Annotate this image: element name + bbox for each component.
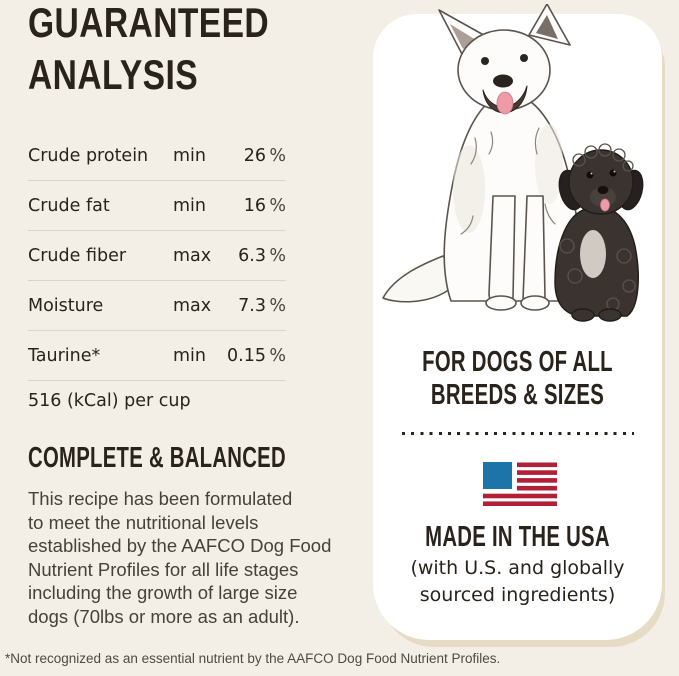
description-paragraph: This recipe has been formulated to meet …: [28, 487, 331, 629]
info-card: FOR DOGS OF ALL BREEDS & SIZES MADE IN T…: [373, 4, 662, 640]
table-row: Moisture max 7.3 %: [28, 281, 286, 331]
usa-flag-icon: [483, 462, 557, 506]
calories-note: 516 (kCal) per cup: [28, 391, 191, 411]
table-row: Crude fat min 16 %: [28, 181, 286, 231]
complete-balanced-title: COMPLETE & BALANCED: [28, 442, 286, 474]
nutrient-qualifier: min: [173, 195, 207, 216]
table-row: Taurine* min 0.15 %: [28, 331, 286, 381]
big-white-dog: [382, 4, 580, 311]
paragraph-line: including the growth of large size: [28, 582, 298, 604]
nutrient-qualifier: max: [173, 295, 212, 316]
nutrient-qualifier: min: [173, 345, 207, 366]
nutrient-qualifier: min: [173, 145, 207, 166]
nutrient-unit: %: [269, 295, 286, 316]
nutrient-unit: %: [269, 145, 286, 166]
made-in-usa-title: MADE IN THE USA: [425, 521, 610, 553]
nutrient-name: Taurine*: [28, 345, 101, 366]
nutrient-name: Crude fiber: [28, 245, 127, 266]
footnote: *Not recognized as an essential nutrient…: [5, 651, 501, 666]
nutrient-unit: %: [269, 245, 286, 266]
sourcing-note: (with U.S. and globally sourced ingredie…: [373, 555, 662, 609]
nutrient-value: 7.3: [238, 295, 266, 316]
nutrient-name: Moisture: [28, 295, 104, 316]
paragraph-line: Nutrient Profiles for all life stages: [28, 558, 299, 580]
sourcing-line: (with U.S. and globally: [410, 557, 625, 579]
dotted-divider: [401, 432, 634, 435]
nutrient-unit: %: [269, 345, 286, 366]
title-line: GUARANTEED: [28, 0, 270, 46]
nutrient-name: Crude protein: [28, 145, 149, 166]
small-black-dog: [554, 143, 644, 322]
table-row: Crude protein min 26 %: [28, 131, 286, 181]
card-headline: FOR DOGS OF ALL BREEDS & SIZES: [416, 346, 618, 412]
headline-line: FOR DOGS OF ALL: [422, 346, 613, 378]
dogs-illustration: [382, 4, 644, 322]
left-panel: GUARANTEED ANALYSIS Crude protein min 26…: [28, 0, 331, 629]
nutrient-value: 16: [243, 195, 266, 216]
paragraph-line: dogs (70lbs or more as an adult).: [28, 605, 300, 627]
paragraph-line: This recipe has been formulated: [28, 488, 293, 509]
table-row: Crude fiber max 6.3 %: [28, 231, 286, 281]
paragraph-line: to meet the nutritional levels: [28, 511, 259, 533]
nutrient-qualifier: max: [173, 245, 212, 266]
guaranteed-analysis-title: GUARANTEED ANALYSIS: [28, 0, 269, 101]
nutrient-value: 26: [243, 145, 266, 166]
paragraph-line: established by the AAFCO Dog Food: [28, 535, 332, 557]
sourcing-line: sourced ingredients): [419, 584, 616, 606]
nutrient-value: 0.15: [227, 345, 266, 366]
nutrient-unit: %: [269, 195, 286, 216]
title-line: ANALYSIS: [28, 51, 199, 98]
analysis-table: Crude protein min 26 % Crude fat min 16 …: [28, 131, 286, 381]
nutrient-name: Crude fat: [28, 195, 110, 216]
headline-line: BREEDS & SIZES: [430, 379, 605, 411]
nutrient-value: 6.3: [238, 245, 266, 266]
